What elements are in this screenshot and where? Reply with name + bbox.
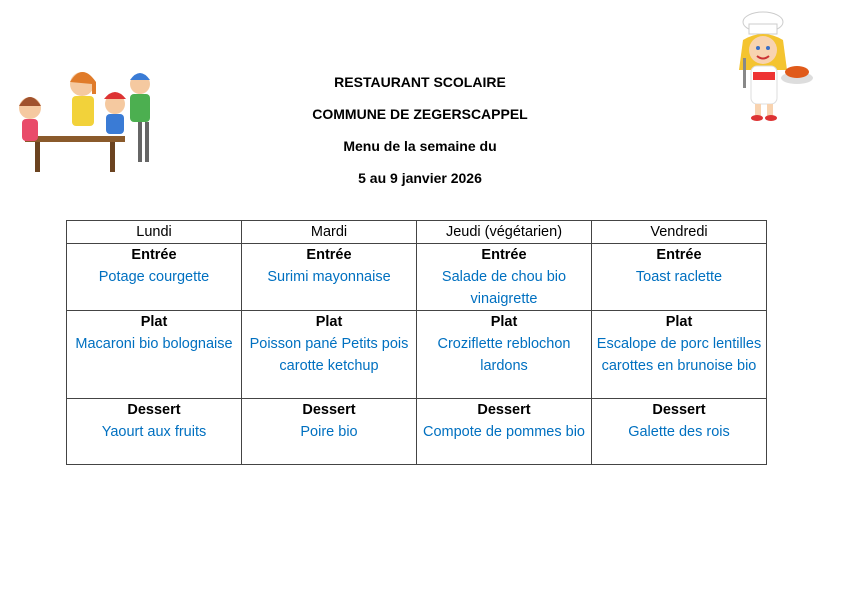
menu-cell: Plat Macaroni bio bolognaise <box>66 310 242 399</box>
chef-girl-illustration <box>739 11 813 121</box>
table-row-plat: Plat Macaroni bio bolognaise Plat Poisson … <box>66 310 767 399</box>
table-row-dessert: Dessert Yaourt aux fruits Dessert Poire bi… <box>66 398 767 465</box>
category-label: Entrée <box>306 247 352 263</box>
menu-cell: Entrée Surimi mayonnaise <box>241 243 417 311</box>
title-commune: COMMUNE DE ZEGERSCAPPEL <box>312 106 528 122</box>
day-header: Jeudi (végétarien) <box>416 220 592 244</box>
title-week-label: Menu de la semaine du <box>343 138 497 154</box>
menu-cell: Plat Escalope de porc lentilles carottes … <box>591 310 767 399</box>
dish-text: Poisson pané Petits pois carotte ketchup <box>249 336 409 374</box>
children-eating-illustration <box>19 72 150 172</box>
dish-text: Croziflette reblochon lardons <box>437 336 571 374</box>
category-label: Dessert <box>127 402 181 418</box>
menu-cell: Entrée Potage courgette <box>66 243 242 311</box>
dish-text: Salade de chou bio vinaigrette <box>441 269 567 307</box>
menu-cell: Plat Croziflette reblochon lardons <box>416 310 592 399</box>
dish-text: Surimi mayonnaise <box>267 269 391 285</box>
menu-cell: Dessert Galette des rois <box>591 398 767 465</box>
category-label: Plat <box>490 314 518 330</box>
category-label: Entrée <box>481 247 527 263</box>
category-label: Dessert <box>477 402 531 418</box>
category-label: Entrée <box>131 247 177 263</box>
dish-text: Escalope de porc lentilles carottes en b… <box>596 336 762 374</box>
menu-cell: Dessert Compote de pommes bio <box>416 398 592 465</box>
menu-cell: Dessert Yaourt aux fruits <box>66 398 242 465</box>
category-label: Plat <box>140 314 168 330</box>
category-label: Dessert <box>652 402 706 418</box>
menu-cell: Plat Poisson pané Petits pois carotte ket… <box>241 310 417 399</box>
table-row-entree: Entrée Potage courgette Entrée Surimi mayo… <box>66 243 767 311</box>
day-header: Mardi <box>241 220 417 244</box>
dish-text: Galette des rois <box>628 424 730 440</box>
dish-text: Toast raclette <box>635 269 723 285</box>
dish-text: Macaroni bio bolognaise <box>75 336 233 352</box>
header-row: Lundi Mardi Jeudi (végétarien) Vendredi <box>66 220 767 244</box>
menu-cell: Dessert Poire bio <box>241 398 417 465</box>
category-label: Plat <box>665 314 693 330</box>
category-label: Dessert <box>302 402 356 418</box>
dish-text: Potage courgette <box>98 269 210 285</box>
menu-table: Lundi Mardi Jeudi (végétarien) Vendredi … <box>66 220 767 465</box>
title-restaurant: RESTAURANT SCOLAIRE <box>334 74 506 90</box>
dish-text: Yaourt aux fruits <box>101 424 207 440</box>
dish-text: Poire bio <box>300 424 358 440</box>
dish-text: Compote de pommes bio <box>423 424 585 440</box>
menu-cell: Entrée Salade de chou bio vinaigrette <box>416 243 592 311</box>
menu-cell: Entrée Toast raclette <box>591 243 767 311</box>
title-dates: 5 au 9 janvier 2026 <box>358 170 482 186</box>
category-label: Entrée <box>656 247 702 263</box>
day-header: Vendredi <box>591 220 767 244</box>
day-header: Lundi <box>66 220 242 244</box>
category-label: Plat <box>315 314 343 330</box>
